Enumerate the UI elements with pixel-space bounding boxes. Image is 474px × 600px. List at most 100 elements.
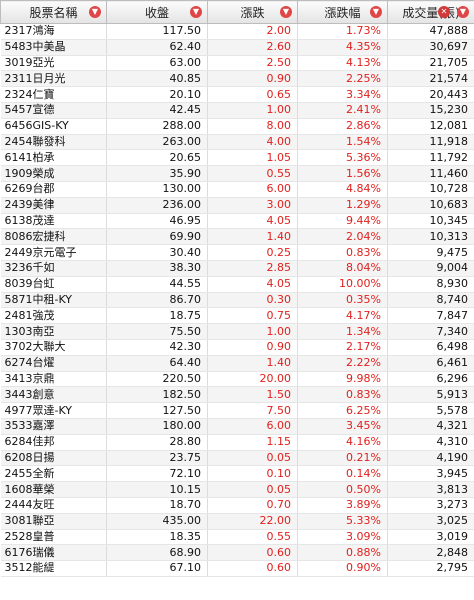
sort-down-icon[interactable]: ▼: [280, 6, 292, 18]
stock-name-cell[interactable]: 3413京鼎: [0, 371, 107, 388]
stock-name-cell[interactable]: 1608華榮: [0, 481, 107, 498]
stock-name-cell[interactable]: 6208日揚: [0, 450, 107, 467]
stock-name-cell[interactable]: 2444友旺: [0, 497, 107, 514]
change-pct-cell: 2.41%: [297, 102, 388, 119]
column-header-name[interactable]: 股票名稱 ▼: [0, 0, 107, 24]
stock-name-cell[interactable]: 8039台虹: [0, 276, 107, 293]
close-icon[interactable]: ✕: [438, 6, 450, 18]
sort-down-icon[interactable]: ▼: [190, 6, 202, 18]
table-row[interactable]: 2317鴻海 117.50 2.00 1.73% 47,888: [0, 23, 474, 40]
stock-name-cell[interactable]: 2317鴻海: [0, 23, 107, 40]
table-row[interactable]: 6138茂達 46.95 4.05 9.44% 10,345: [0, 213, 474, 230]
stock-name-cell[interactable]: 6138茂達: [0, 213, 107, 230]
column-header-change-pct[interactable]: 漲跌幅 ▼: [297, 0, 388, 24]
stock-name-cell[interactable]: 3443創意: [0, 386, 107, 404]
table-row[interactable]: 6141柏承 20.65 1.05 5.36% 11,792: [0, 149, 474, 167]
table-row[interactable]: 8039台虹 44.55 4.05 10.00% 8,930: [0, 276, 474, 293]
stock-name-cell[interactable]: 3512能緹: [0, 560, 107, 577]
change-cell: 0.90: [207, 70, 298, 88]
table-row[interactable]: 3702大聯大 42.30 0.90 2.17% 6,498: [0, 339, 474, 356]
table-row[interactable]: 2439美律 236.00 3.00 1.29% 10,683: [0, 197, 474, 214]
column-header-change[interactable]: 漲跌 ▼: [207, 0, 298, 24]
table-row[interactable]: 1608華榮 10.15 0.05 0.50% 3,813: [0, 481, 474, 498]
close-price-cell: 86.70: [106, 292, 208, 309]
table-row[interactable]: 6274台燿 64.40 1.40 2.22% 6,461: [0, 355, 474, 372]
table-row[interactable]: 6176瑞儀 68.90 0.60 0.88% 2,848: [0, 544, 474, 562]
stock-name-cell[interactable]: 2439美律: [0, 197, 107, 214]
table-row[interactable]: 2481強茂 18.75 0.75 4.17% 7,847: [0, 307, 474, 325]
stock-name-cell[interactable]: 6141柏承: [0, 149, 107, 167]
change-pct-cell: 2.25%: [297, 70, 388, 88]
stock-name-cell[interactable]: 2449京元電子: [0, 244, 107, 261]
sort-down-icon[interactable]: ▼: [89, 6, 101, 18]
change-cell: 0.05: [207, 481, 298, 498]
table-row[interactable]: 1303南亞 75.50 1.00 1.34% 7,340: [0, 323, 474, 340]
column-header-volume[interactable]: 成交量(張) ✕ ▼: [387, 0, 474, 24]
stock-name-cell[interactable]: 2324仁寶: [0, 86, 107, 103]
table-row[interactable]: 2444友旺 18.70 0.70 3.89% 3,273: [0, 497, 474, 514]
table-row[interactable]: 5483中美晶 62.40 2.60 4.35% 30,697: [0, 39, 474, 56]
close-price-cell: 28.80: [106, 434, 208, 451]
table-row[interactable]: 3081聯亞 435.00 22.00 5.33% 3,025: [0, 513, 474, 530]
change-pct-cell: 9.98%: [297, 371, 388, 388]
table-row[interactable]: 2311日月光 40.85 0.90 2.25% 21,574: [0, 70, 474, 88]
table-row[interactable]: 3019亞光 63.00 2.50 4.13% 21,705: [0, 55, 474, 72]
table-row[interactable]: 5871中租-KY 86.70 0.30 0.35% 8,740: [0, 292, 474, 309]
stock-name-cell[interactable]: 6269台郡: [0, 181, 107, 198]
stock-name-cell[interactable]: 5483中美晶: [0, 39, 107, 56]
table-row[interactable]: 2454聯發科 263.00 4.00 1.54% 11,918: [0, 134, 474, 151]
stock-name-cell[interactable]: 6456GIS-KY: [0, 118, 107, 135]
close-price-cell: 18.75: [106, 307, 208, 325]
sort-down-icon[interactable]: ▼: [370, 6, 382, 18]
stock-name-cell[interactable]: 3081聯亞: [0, 513, 107, 530]
stock-name-cell[interactable]: 6274台燿: [0, 355, 107, 372]
table-row[interactable]: 6284佳邦 28.80 1.15 4.16% 4,310: [0, 434, 474, 451]
close-price-cell: 75.50: [106, 323, 208, 340]
stock-name-cell[interactable]: 3019亞光: [0, 55, 107, 72]
change-pct-cell: 8.04%: [297, 260, 388, 277]
stock-name-cell[interactable]: 6284佳邦: [0, 434, 107, 451]
stock-name-cell[interactable]: 2528皇普: [0, 529, 107, 546]
table-row[interactable]: 3512能緹 67.10 0.60 0.90% 2,795: [0, 560, 474, 577]
table-row[interactable]: 6269台郡 130.00 6.00 4.84% 10,728: [0, 181, 474, 198]
stock-name-cell[interactable]: 2481強茂: [0, 307, 107, 325]
change-cell: 1.40: [207, 355, 298, 372]
volume-cell: 10,313: [387, 228, 474, 246]
table-row[interactable]: 6208日揚 23.75 0.05 0.21% 4,190: [0, 450, 474, 467]
table-row[interactable]: 3236千如 38.30 2.85 8.04% 9,004: [0, 260, 474, 277]
sort-down-icon[interactable]: ▼: [457, 6, 469, 18]
stock-name-cell[interactable]: 5871中租-KY: [0, 292, 107, 309]
stock-name-cell[interactable]: 4977眾達-KY: [0, 402, 107, 419]
close-price-cell: 236.00: [106, 197, 208, 214]
stock-name-cell[interactable]: 6176瑞儀: [0, 544, 107, 562]
table-row[interactable]: 3443創意 182.50 1.50 0.83% 5,913: [0, 386, 474, 404]
table-row[interactable]: 4977眾達-KY 127.50 7.50 6.25% 5,578: [0, 402, 474, 419]
stock-name-cell[interactable]: 2455全新: [0, 465, 107, 483]
change-cell: 20.00: [207, 371, 298, 388]
column-header-close[interactable]: 收盤 ▼: [106, 0, 208, 24]
stock-name-cell[interactable]: 1909榮成: [0, 165, 107, 182]
change-pct-cell: 2.86%: [297, 118, 388, 135]
table-row[interactable]: 5457宣德 42.45 1.00 2.41% 15,230: [0, 102, 474, 119]
stock-name-cell[interactable]: 1303南亞: [0, 323, 107, 340]
stock-name-cell[interactable]: 8086宏捷科: [0, 228, 107, 246]
stock-name-cell[interactable]: 2311日月光: [0, 70, 107, 88]
table-row[interactable]: 2449京元電子 30.40 0.25 0.83% 9,475: [0, 244, 474, 261]
table-row[interactable]: 3413京鼎 220.50 20.00 9.98% 6,296: [0, 371, 474, 388]
change-pct-cell: 4.17%: [297, 307, 388, 325]
stock-name-cell[interactable]: 3236千如: [0, 260, 107, 277]
table-row[interactable]: 2528皇普 18.35 0.55 3.09% 3,019: [0, 529, 474, 546]
stock-name-cell[interactable]: 3533嘉澤: [0, 418, 107, 435]
volume-cell: 3,945: [387, 465, 474, 483]
table-row[interactable]: 1909榮成 35.90 0.55 1.56% 11,460: [0, 165, 474, 182]
table-row[interactable]: 6456GIS-KY 288.00 8.00 2.86% 12,081: [0, 118, 474, 135]
stock-name-cell[interactable]: 3702大聯大: [0, 339, 107, 356]
table-row[interactable]: 2324仁寶 20.10 0.65 3.34% 20,443: [0, 86, 474, 103]
stock-name-cell[interactable]: 5457宣德: [0, 102, 107, 119]
table-row[interactable]: 8086宏捷科 69.90 1.40 2.04% 10,313: [0, 228, 474, 246]
stock-table-container: 股票名稱 ▼ 收盤 ▼ 漲跌 ▼ 漲跌幅 ▼ 成交量(張) ✕: [0, 0, 474, 577]
stock-name-cell[interactable]: 2454聯發科: [0, 134, 107, 151]
table-row[interactable]: 2455全新 72.10 0.10 0.14% 3,945: [0, 465, 474, 483]
change-cell: 6.00: [207, 181, 298, 198]
table-row[interactable]: 3533嘉澤 180.00 6.00 3.45% 4,321: [0, 418, 474, 435]
